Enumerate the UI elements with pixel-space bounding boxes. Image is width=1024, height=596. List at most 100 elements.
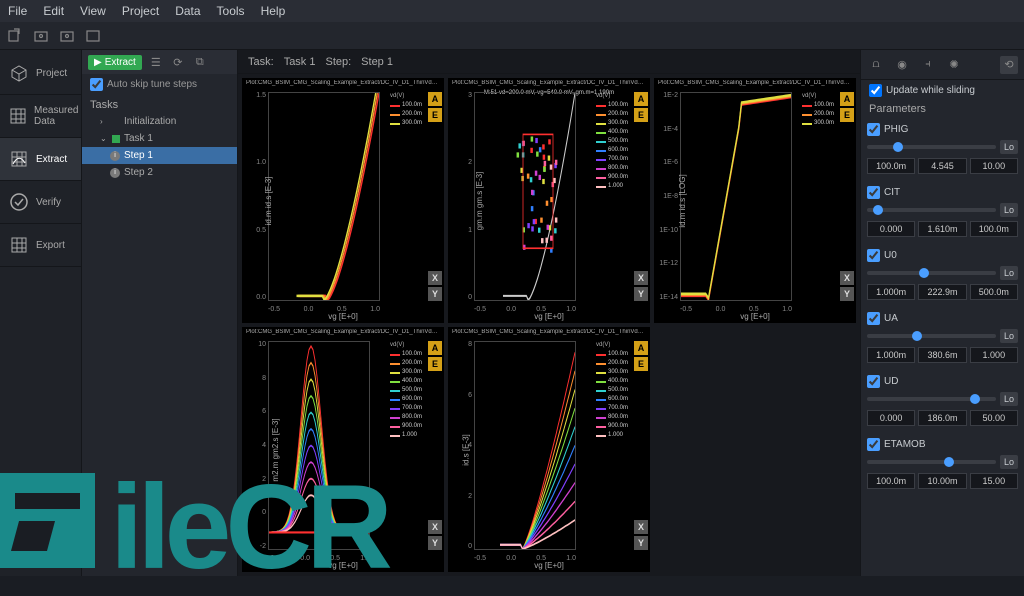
toolbar-folder-icon[interactable] [84,27,102,45]
param-value-2[interactable]: 50.00 [970,410,1018,426]
plot-legend: vd(V)100.0m200.0m300.0m [802,92,834,128]
param-value-2[interactable]: 10.00 [970,158,1018,174]
corner-E-button[interactable]: E [634,108,648,122]
toolbar-new-icon[interactable] [6,27,24,45]
param-value-2[interactable]: 500.0m [970,284,1018,300]
menu-help[interactable]: Help [261,4,286,18]
param-value-1[interactable]: 10.00m [918,473,966,489]
param-value-0[interactable]: 100.0m [867,473,915,489]
copy-icon[interactable]: ⧉ [192,54,208,70]
param-value-0[interactable]: 1.000m [867,284,915,300]
param-value-2[interactable]: 100.0m [970,221,1018,237]
corner-Y-button[interactable]: Y [634,287,648,301]
param-slider-ua[interactable] [867,334,996,338]
param-value-0[interactable]: 0.000 [867,410,915,426]
param-slider-u0[interactable] [867,271,996,275]
corner-A-button[interactable]: A [428,341,442,355]
plot-3[interactable]: Plot:CMG_BSIM_CMG_Scaling_Example_Extrac… [242,327,444,572]
menu-project[interactable]: Project [122,4,159,18]
menu-edit[interactable]: Edit [43,4,64,18]
update-while-sliding-checkbox[interactable]: Update while sliding [861,80,1024,101]
corner-A-button[interactable]: A [634,341,648,355]
task-label: Task: [248,56,274,68]
corner-E-button[interactable]: E [634,357,648,371]
toolbar-save-icon[interactable] [58,27,76,45]
nav-measured-data[interactable]: Measured Data [0,95,81,138]
param-checkbox-etamob[interactable]: ETAMOB [867,436,1018,453]
param-value-0[interactable]: 100.0m [867,158,915,174]
param-checkbox-u0[interactable]: U0 [867,247,1018,264]
corner-Y-button[interactable]: Y [634,536,648,550]
menu-view[interactable]: View [80,4,106,18]
list-icon[interactable]: ☰ [148,54,164,70]
param-value-1[interactable]: 380.6m [918,347,966,363]
tasks-section-label: Tasks [82,95,237,113]
menu-data[interactable]: Data [175,4,200,18]
corner-A-button[interactable]: A [840,92,854,106]
reset-icon[interactable]: ⟲ [1000,56,1018,74]
extract-button[interactable]: ▶ Extract [88,55,142,70]
corner-A-button[interactable]: A [428,92,442,106]
param-slider-ud[interactable] [867,397,996,401]
tree-item-step-1[interactable]: iStep 1 [82,147,237,164]
tune-icon[interactable]: ⫞ [919,56,937,74]
tree-item-initialization[interactable]: ›Initialization [82,113,237,130]
menu-file[interactable]: File [8,4,27,18]
autoskip-checkbox[interactable]: Auto skip tune steps [82,74,237,95]
plot-1[interactable]: Plot:CMG_BSIM_CMG_Scaling_Example_Extrac… [448,78,650,323]
nav-export[interactable]: Export [0,224,81,267]
corner-X-button[interactable]: X [428,520,442,534]
param-checkbox-ud[interactable]: UD [867,373,1018,390]
lo-button[interactable]: Lo [1000,329,1018,343]
param-checkbox-cit[interactable]: CIT [867,184,1018,201]
corner-Y-button[interactable]: Y [428,287,442,301]
param-value-0[interactable]: 1.000m [867,347,915,363]
param-value-1[interactable]: 1.610m [918,221,966,237]
lo-button[interactable]: Lo [1000,140,1018,154]
param-slider-phig[interactable] [867,145,996,149]
tree-item-task-1[interactable]: ⌄Task 1 [82,130,237,147]
corner-top: AE [634,341,648,371]
corner-X-button[interactable]: X [634,520,648,534]
plot-2[interactable]: Plot:CMG_BSIM_CMG_Scaling_Example_Extrac… [654,78,856,323]
param-value-1[interactable]: 4.545 [918,158,966,174]
corner-Y-button[interactable]: Y [840,287,854,301]
reload-icon[interactable]: ⟳ [170,54,186,70]
left-nav: ProjectMeasured DataExtractVerifyExport [0,50,82,576]
plot-legend: vd(V)100.0m200.0m300.0m400.0m500.0m600.0… [596,92,628,191]
corner-A-button[interactable]: A [634,92,648,106]
globe-icon[interactable]: ◉ [893,56,911,74]
param-slider-etamob[interactable] [867,460,996,464]
corner-E-button[interactable]: E [840,108,854,122]
tree-item-step-2[interactable]: iStep 2 [82,164,237,181]
corner-X-button[interactable]: X [634,271,648,285]
plot-4[interactable]: Plot:CMG_BSIM_CMG_Scaling_Example_Extrac… [448,327,650,572]
lo-button[interactable]: Lo [1000,392,1018,406]
corner-X-button[interactable]: X [840,271,854,285]
waveform-icon[interactable]: ⩍ [867,56,885,74]
lo-button[interactable]: Lo [1000,455,1018,469]
corner-Y-button[interactable]: Y [428,536,442,550]
param-checkbox-phig[interactable]: PHIG [867,121,1018,138]
param-value-1[interactable]: 186.0m [918,410,966,426]
param-value-2[interactable]: 1.000 [970,347,1018,363]
corner-E-button[interactable]: E [428,108,442,122]
param-slider-cit[interactable] [867,208,996,212]
plot-legend: vd(V)100.0m200.0m300.0m400.0m500.0m600.0… [596,341,628,440]
nav-verify[interactable]: Verify [0,181,81,224]
lo-button[interactable]: Lo [1000,266,1018,280]
nav-extract[interactable]: Extract [0,138,81,181]
toolbar-open-icon[interactable] [32,27,50,45]
param-value-0[interactable]: 0.000 [867,221,915,237]
menu-tools[interactable]: Tools [217,4,245,18]
plot-0[interactable]: Plot:CMG_BSIM_CMG_Scaling_Example_Extrac… [242,78,444,323]
param-checkbox-ua[interactable]: UA [867,310,1018,327]
x-axis-label: vg [E+0] [740,312,770,321]
nav-project[interactable]: Project [0,52,81,95]
param-value-2[interactable]: 15.00 [970,473,1018,489]
param-value-1[interactable]: 222.9m [918,284,966,300]
lo-button[interactable]: Lo [1000,203,1018,217]
corner-E-button[interactable]: E [428,357,442,371]
corner-X-button[interactable]: X [428,271,442,285]
atom-icon[interactable]: ✺ [945,56,963,74]
